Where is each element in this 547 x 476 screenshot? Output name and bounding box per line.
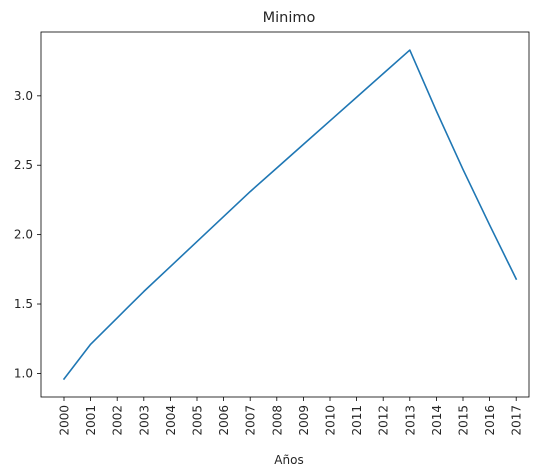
y-tick-label: 1.5 xyxy=(14,297,33,311)
x-tick-label: 2016 xyxy=(483,405,497,436)
x-tick-label: 2002 xyxy=(111,405,125,436)
x-tick-label: 2012 xyxy=(377,405,391,436)
x-tick-label: 2005 xyxy=(191,405,205,436)
x-tick-label: 2004 xyxy=(164,405,178,436)
y-tick-label: 2.5 xyxy=(14,158,33,172)
series-line xyxy=(62,49,518,381)
plot-frame xyxy=(40,31,530,398)
x-tick-label: 2007 xyxy=(244,405,258,436)
x-tick-label: 2013 xyxy=(403,405,417,436)
x-tick-label: 2009 xyxy=(297,405,311,436)
y-tick-label: 1.0 xyxy=(14,366,33,380)
x-tick-label: 2008 xyxy=(270,405,284,436)
x-tick-label: 2014 xyxy=(430,405,444,436)
x-tick-label: 2011 xyxy=(350,405,364,436)
series-layer xyxy=(62,49,518,381)
x-tick-label: 2017 xyxy=(510,405,524,436)
x-tick-label: 2001 xyxy=(84,405,98,436)
x-axis: 2000 2001 2002 2003 2004 2005 2006 2007 2008 2009… xyxy=(58,397,524,436)
x-tick-label: 2015 xyxy=(457,405,471,436)
x-tick-label: 2010 xyxy=(324,405,338,436)
x-tick-label: 2003 xyxy=(137,405,151,436)
y-tick-label: 2.0 xyxy=(14,228,33,242)
chart-title: Minimo xyxy=(263,10,316,26)
plot-area xyxy=(40,31,530,398)
x-tick-label: 2000 xyxy=(58,405,72,436)
y-tick-label: 3.0 xyxy=(14,89,33,103)
x-axis-label: Años xyxy=(274,453,303,467)
x-tick-label: 2006 xyxy=(217,405,231,436)
y-axis: 1.0 1.5 2.0 2.5 3.0 xyxy=(14,89,41,380)
